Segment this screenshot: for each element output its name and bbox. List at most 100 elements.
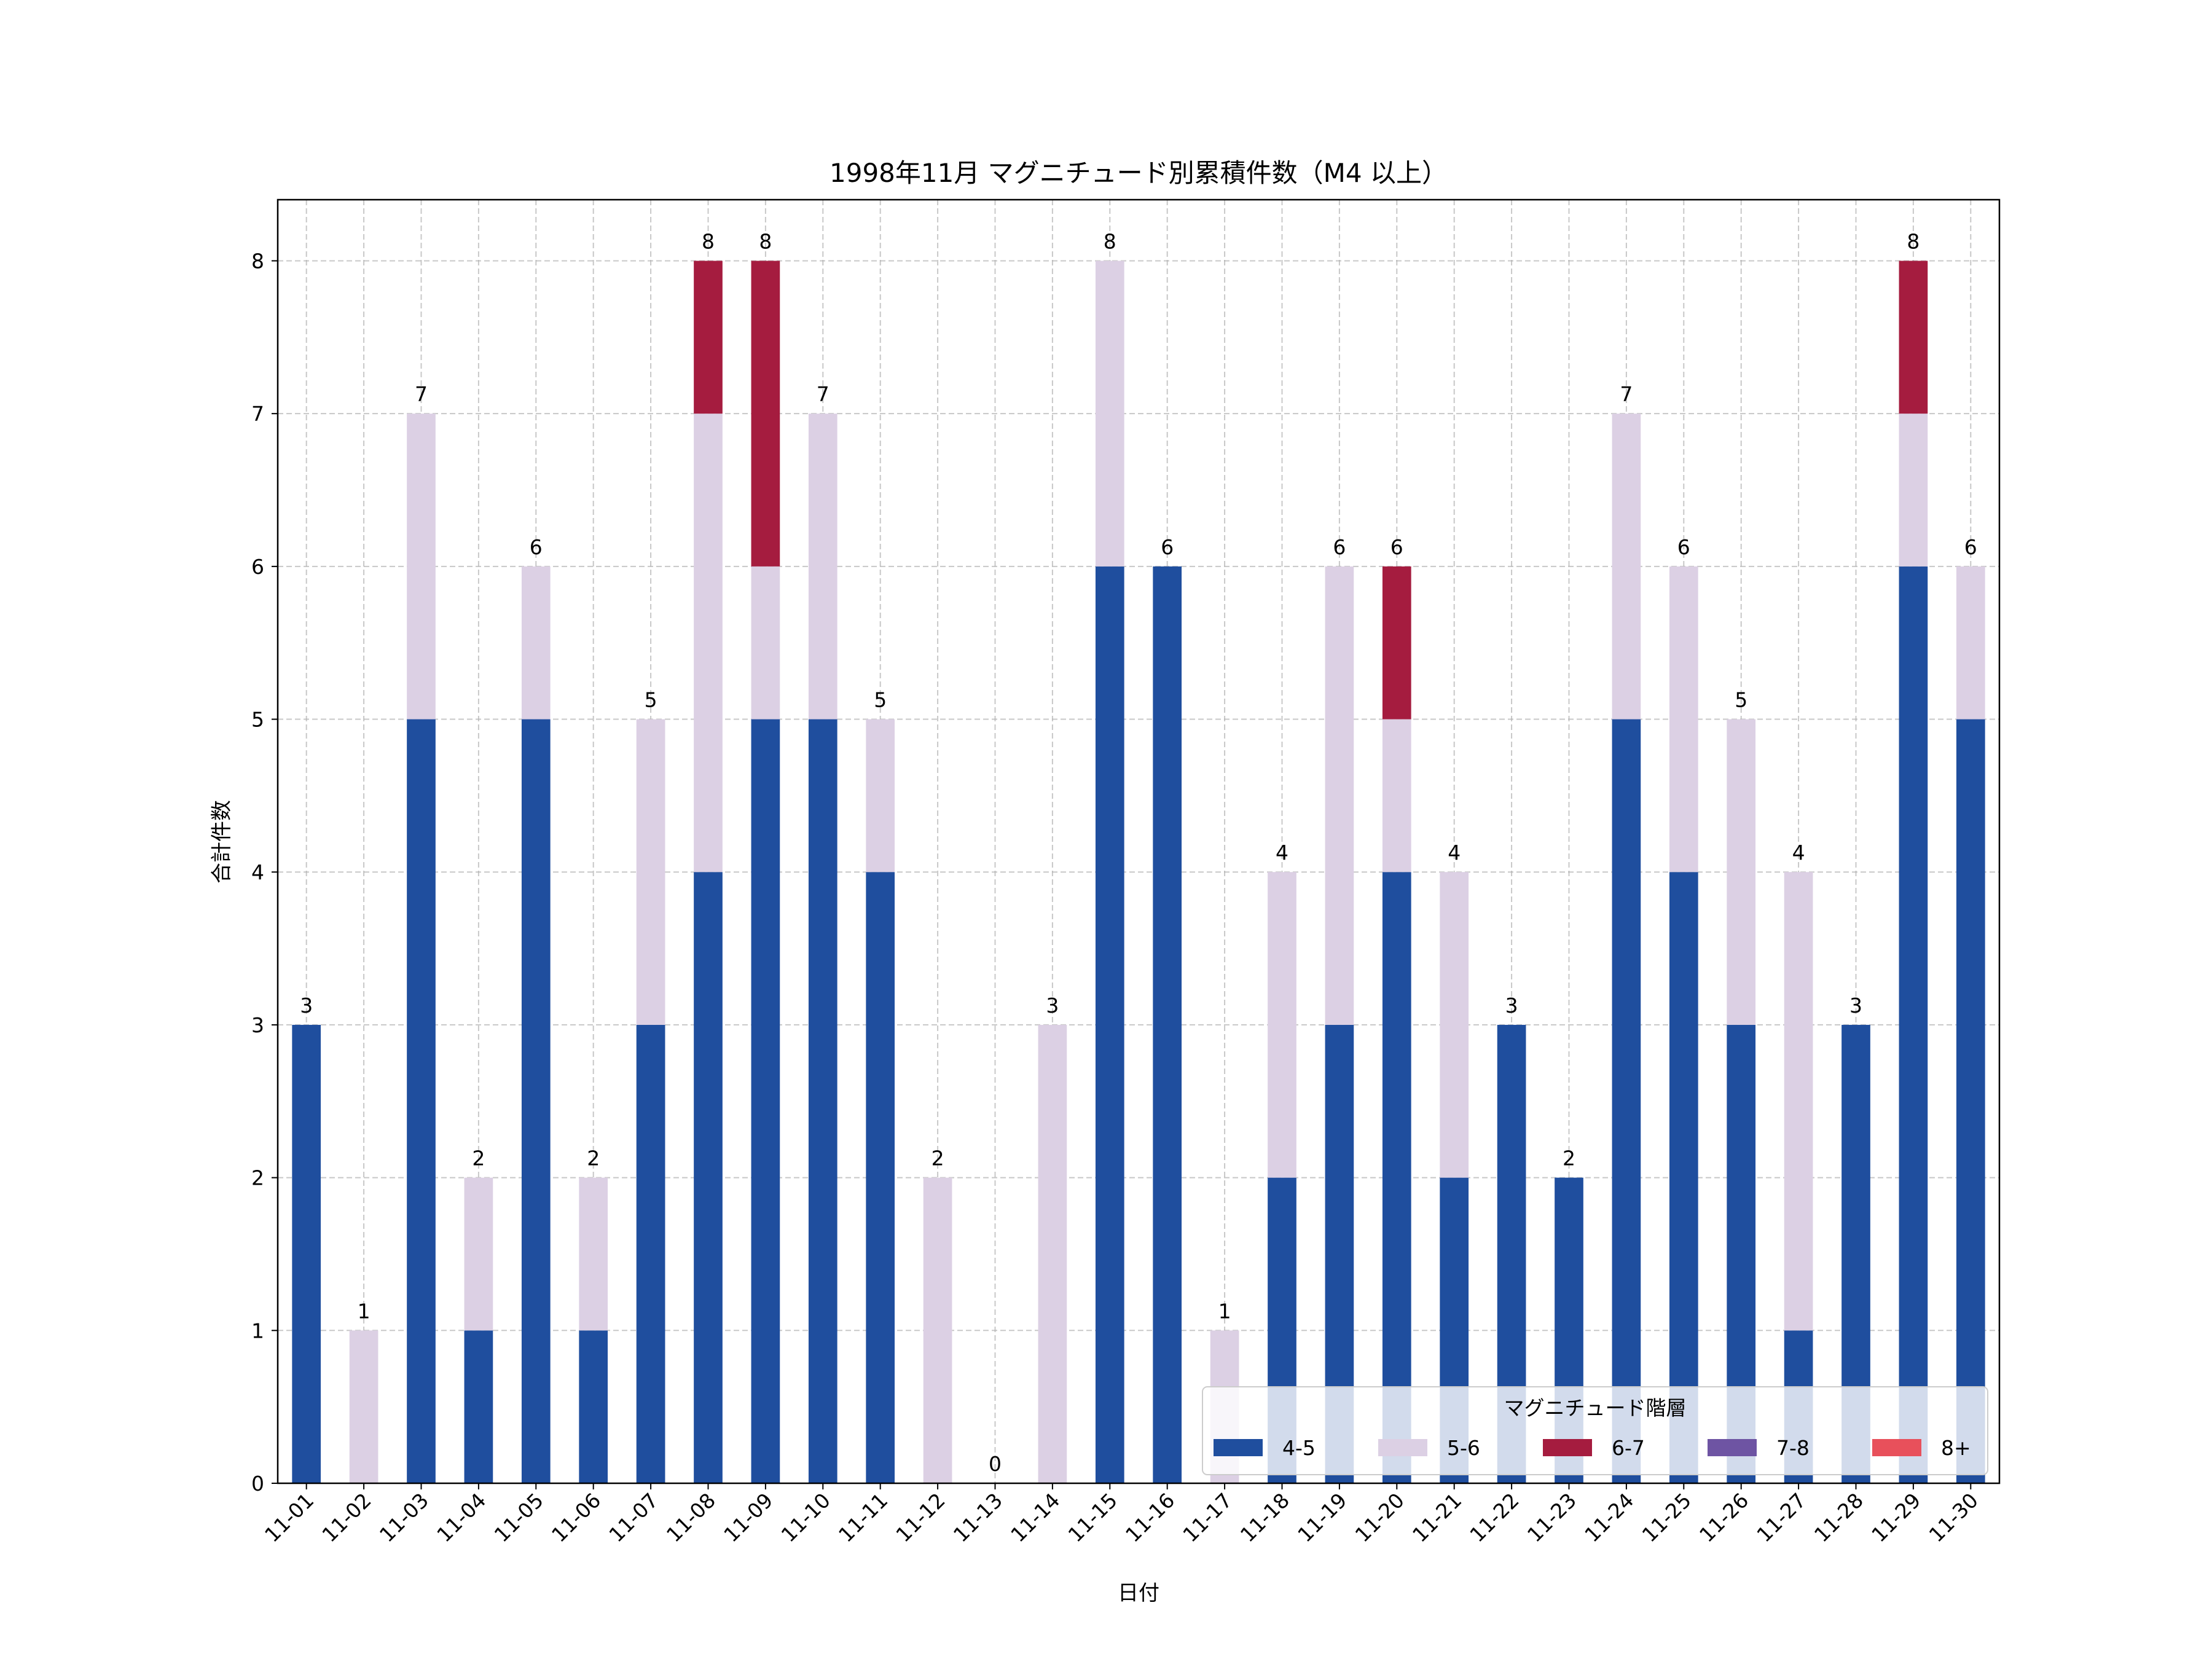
bar-5-6-11-19 — [1325, 566, 1354, 1025]
data-label-11-15: 8 — [1104, 229, 1116, 253]
legend-swatch-4-5 — [1214, 1439, 1263, 1456]
x-tick-label-11-13: 11-13 — [949, 1488, 1007, 1547]
x-tick-label-11-27: 11-27 — [1752, 1488, 1810, 1547]
x-tick-label-11-23: 11-23 — [1523, 1488, 1581, 1547]
bar-5-6-11-10 — [808, 414, 837, 720]
data-label-11-14: 3 — [1046, 994, 1059, 1018]
x-tick-label-11-16: 11-16 — [1121, 1488, 1179, 1547]
bar-4-5-11-04 — [464, 1330, 493, 1483]
bar-4-5-11-15 — [1095, 566, 1124, 1483]
bar-4-5-11-05 — [521, 719, 551, 1483]
bar-5-6-11-04 — [464, 1177, 493, 1331]
x-tick-label-11-24: 11-24 — [1580, 1488, 1638, 1547]
bar-5-6-11-05 — [521, 566, 551, 720]
data-label-11-19: 6 — [1333, 535, 1346, 559]
y-tick-label: 2 — [251, 1166, 264, 1190]
x-tick-label-11-08: 11-08 — [662, 1488, 720, 1547]
x-tick-label-11-30: 11-30 — [1924, 1488, 1983, 1547]
bar-5-6-11-02 — [349, 1330, 378, 1483]
data-label-11-17: 1 — [1218, 1299, 1231, 1323]
data-label-11-01: 3 — [300, 994, 313, 1018]
x-tick-label-11-14: 11-14 — [1006, 1488, 1064, 1547]
data-label-11-11: 5 — [874, 688, 887, 712]
bar-5-6-11-14 — [1038, 1024, 1067, 1483]
bar-4-5-11-25 — [1669, 872, 1698, 1483]
x-tick-label-11-29: 11-29 — [1867, 1488, 1925, 1547]
data-label-11-13: 0 — [989, 1452, 1002, 1476]
data-label-11-04: 2 — [472, 1147, 485, 1171]
x-tick-label-11-21: 11-21 — [1408, 1488, 1466, 1547]
bar-5-6-11-30 — [1956, 566, 1985, 720]
legend-label-7-8: 7-8 — [1776, 1436, 1810, 1460]
data-label-11-10: 7 — [817, 382, 830, 406]
data-label-11-26: 5 — [1735, 688, 1747, 712]
y-axis-label: 合計件数 — [210, 800, 234, 884]
bar-4-5-11-24 — [1612, 719, 1641, 1483]
x-tick-label-11-06: 11-06 — [547, 1488, 605, 1547]
x-tick-label-11-20: 11-20 — [1351, 1488, 1409, 1547]
x-axis-label: 日付 — [1118, 1581, 1159, 1606]
data-label-11-08: 8 — [702, 229, 715, 253]
x-tick-label-11-04: 11-04 — [432, 1488, 490, 1547]
bar-4-5-11-09 — [751, 719, 780, 1483]
bar-4-5-11-10 — [808, 719, 837, 1483]
bar-6-7-11-08 — [694, 261, 723, 414]
bar-5-6-11-08 — [694, 414, 723, 873]
x-axis: 11-0111-0211-0311-0411-0511-0611-0711-08… — [260, 1483, 1983, 1547]
bar-5-6-11-09 — [751, 566, 780, 720]
y-tick-label: 7 — [251, 402, 264, 426]
x-tick-label-11-22: 11-22 — [1465, 1488, 1523, 1547]
x-tick-label-11-26: 11-26 — [1695, 1488, 1753, 1547]
data-label-11-02: 1 — [358, 1299, 371, 1323]
bar-5-6-11-29 — [1899, 414, 1928, 567]
y-tick-label: 6 — [251, 555, 264, 579]
x-tick-label-11-01: 11-01 — [260, 1488, 318, 1547]
x-tick-label-11-28: 11-28 — [1810, 1488, 1868, 1547]
bar-5-6-11-12 — [923, 1177, 952, 1483]
data-label-11-06: 2 — [587, 1147, 600, 1171]
x-tick-label-11-11: 11-11 — [834, 1488, 892, 1547]
legend-label-4-5: 4-5 — [1282, 1436, 1316, 1460]
x-tick-label-11-07: 11-07 — [604, 1488, 662, 1547]
bar-5-6-11-03 — [407, 414, 436, 720]
x-tick-label-11-18: 11-18 — [1236, 1488, 1294, 1547]
bar-4-5-11-30 — [1956, 719, 1985, 1483]
chart-title: 1998年11月 マグニチュード別累積件数（M4 以上） — [830, 158, 1448, 188]
bar-4-5-11-16 — [1153, 566, 1182, 1483]
data-label-11-03: 7 — [415, 382, 428, 406]
x-tick-label-11-25: 11-25 — [1637, 1488, 1696, 1547]
data-label-11-09: 8 — [759, 229, 772, 253]
bar-4-5-11-03 — [407, 719, 436, 1483]
bar-5-6-11-11 — [866, 719, 895, 873]
bar-5-6-11-21 — [1440, 872, 1469, 1178]
plot-frame — [276, 198, 2001, 1484]
bar-4-5-11-06 — [579, 1330, 608, 1483]
y-tick-label: 5 — [251, 708, 264, 732]
bar-4-5-11-08 — [694, 872, 723, 1483]
data-label-11-18: 4 — [1276, 841, 1288, 865]
data-label-11-25: 6 — [1677, 535, 1690, 559]
legend-label-6-7: 6-7 — [1612, 1436, 1645, 1460]
data-labels: 3 1 7 2 6 2 5 8 8 7 5 2 0 3 8 6 1 4 6 6 4 3 2 7 6 5 4 3 8 6 — [300, 229, 1977, 1476]
legend: マグニチュード階層 4-5 5-6 6-7 7-8 8+ — [1202, 1386, 1988, 1475]
y-tick-label: 4 — [251, 860, 264, 884]
y-tick-label: 0 — [251, 1472, 264, 1496]
bar-5-6-11-25 — [1669, 566, 1698, 873]
bar-5-6-11-24 — [1612, 414, 1641, 720]
bar-5-6-11-20 — [1382, 719, 1411, 873]
bar-6-7-11-20 — [1382, 566, 1411, 720]
data-label-11-16: 6 — [1161, 535, 1174, 559]
bar-5-6-11-06 — [579, 1177, 608, 1331]
data-label-11-23: 2 — [1563, 1147, 1575, 1171]
x-tick-label-11-02: 11-02 — [317, 1488, 375, 1547]
data-label-11-20: 6 — [1390, 535, 1403, 559]
x-tick-label-11-05: 11-05 — [490, 1488, 548, 1547]
bar-5-6-11-27 — [1784, 872, 1813, 1331]
bar-5-6-11-18 — [1268, 872, 1296, 1178]
bar-5-6-11-07 — [636, 719, 665, 1025]
data-label-11-12: 2 — [931, 1147, 944, 1171]
bar-4-5-11-01 — [292, 1024, 321, 1483]
legend-swatch-5-6 — [1378, 1439, 1427, 1456]
data-label-11-21: 4 — [1448, 841, 1461, 865]
